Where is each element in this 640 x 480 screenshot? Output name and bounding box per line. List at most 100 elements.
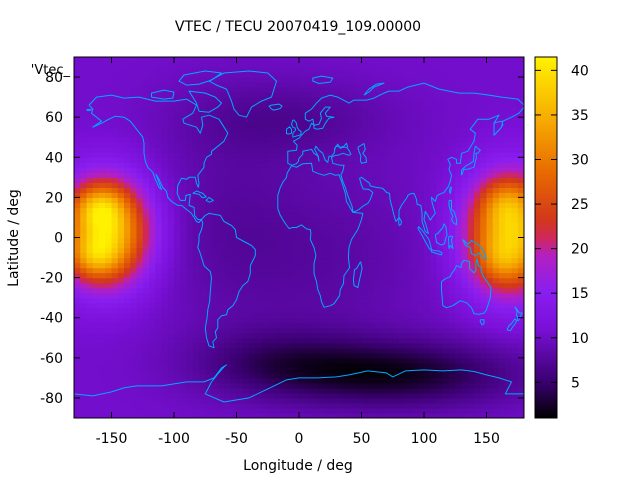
heatmap-cell bbox=[86, 272, 94, 279]
heatmap-cell bbox=[436, 212, 444, 219]
heatmap-cell bbox=[86, 197, 94, 203]
heatmap-cell bbox=[186, 252, 194, 259]
heatmap-cell bbox=[461, 207, 469, 214]
heatmap-cell bbox=[492, 197, 500, 203]
heatmap-cell bbox=[392, 222, 400, 229]
heatmap-cell bbox=[80, 352, 88, 359]
heatmap-cell bbox=[92, 162, 100, 168]
heatmap-cell bbox=[311, 357, 319, 364]
heatmap-cell bbox=[361, 132, 369, 138]
heatmap-cell bbox=[92, 357, 100, 364]
heatmap-cell bbox=[274, 262, 281, 269]
heatmap-cell bbox=[486, 257, 494, 264]
heatmap-cell bbox=[217, 77, 225, 83]
heatmap-cell bbox=[424, 357, 431, 364]
heatmap-cell bbox=[117, 237, 125, 244]
heatmap-cell bbox=[224, 177, 231, 183]
heatmap-cell bbox=[480, 287, 488, 294]
heatmap-cell bbox=[342, 257, 350, 264]
heatmap-cell bbox=[249, 242, 256, 249]
heatmap-cell bbox=[292, 402, 300, 409]
heatmap-cell bbox=[424, 157, 431, 163]
heatmap-cell bbox=[330, 287, 338, 294]
heatmap-cell bbox=[461, 352, 469, 359]
heatmap-cell bbox=[474, 162, 481, 168]
heatmap-cell bbox=[511, 132, 519, 138]
heatmap-cell bbox=[130, 132, 138, 138]
heatmap-cell bbox=[199, 337, 206, 344]
heatmap-cell bbox=[80, 162, 88, 168]
heatmap-cell bbox=[161, 162, 169, 168]
heatmap-cell bbox=[474, 397, 481, 404]
heatmap-cell bbox=[186, 302, 194, 309]
heatmap-cell bbox=[199, 112, 206, 118]
heatmap-cell bbox=[224, 287, 231, 294]
heatmap-cell bbox=[299, 82, 306, 88]
heatmap-cell bbox=[361, 267, 369, 274]
heatmap-cell bbox=[449, 142, 456, 148]
heatmap-cell bbox=[330, 387, 338, 394]
heatmap-cell bbox=[117, 322, 125, 329]
heatmap-cell bbox=[217, 407, 225, 414]
heatmap-cell bbox=[124, 382, 131, 389]
heatmap-cell bbox=[499, 207, 506, 214]
heatmap-cell bbox=[467, 167, 475, 173]
heatmap-cell bbox=[211, 257, 219, 264]
heatmap-cell bbox=[455, 102, 463, 108]
heatmap-cell bbox=[174, 172, 181, 178]
heatmap-cell bbox=[430, 77, 438, 83]
heatmap-cell bbox=[261, 397, 269, 404]
heatmap-cell bbox=[92, 202, 100, 209]
heatmap-cell bbox=[467, 187, 475, 193]
heatmap-cell bbox=[424, 312, 431, 319]
heatmap-cell bbox=[511, 227, 519, 234]
heatmap-cell bbox=[361, 197, 369, 203]
heatmap-cell bbox=[430, 317, 438, 324]
heatmap-cell bbox=[386, 97, 394, 103]
heatmap-cell bbox=[305, 187, 313, 193]
heatmap-cell bbox=[330, 257, 338, 264]
heatmap-cell bbox=[186, 242, 194, 249]
heatmap-cell bbox=[455, 367, 463, 374]
heatmap-cell bbox=[367, 397, 375, 404]
heatmap-cell bbox=[180, 322, 188, 329]
heatmap-cell bbox=[149, 262, 156, 269]
heatmap-cell bbox=[486, 397, 494, 404]
heatmap-cell bbox=[205, 232, 213, 239]
heatmap-cell bbox=[286, 137, 294, 143]
heatmap-cell bbox=[142, 87, 150, 93]
heatmap-cell bbox=[211, 127, 219, 133]
heatmap-cell bbox=[405, 377, 413, 384]
heatmap-cell bbox=[474, 107, 481, 113]
heatmap-cell bbox=[230, 107, 238, 113]
heatmap-cell bbox=[230, 342, 238, 349]
heatmap-cell bbox=[274, 307, 281, 314]
heatmap-cell bbox=[80, 317, 88, 324]
heatmap-cell bbox=[455, 162, 463, 168]
heatmap-cell bbox=[342, 317, 350, 324]
heatmap-cell bbox=[380, 232, 388, 239]
heatmap-cell bbox=[436, 397, 444, 404]
heatmap-cell bbox=[355, 182, 363, 188]
heatmap-cell bbox=[142, 282, 150, 289]
heatmap-cell bbox=[442, 277, 450, 284]
heatmap-cell bbox=[305, 207, 313, 214]
heatmap-cell bbox=[367, 132, 375, 138]
heatmap-cell bbox=[180, 92, 188, 98]
heatmap-cell bbox=[224, 137, 231, 143]
heatmap-cell bbox=[317, 177, 325, 183]
heatmap-cell bbox=[86, 347, 94, 354]
heatmap-cell bbox=[492, 337, 500, 344]
heatmap-cell bbox=[424, 317, 431, 324]
heatmap-cell bbox=[499, 262, 506, 269]
heatmap-cell bbox=[305, 167, 313, 173]
heatmap-cell bbox=[242, 187, 250, 193]
heatmap-cell bbox=[92, 172, 100, 178]
heatmap-cell bbox=[149, 182, 156, 188]
heatmap-cell bbox=[274, 232, 281, 239]
heatmap-cell bbox=[292, 242, 300, 249]
heatmap-cell bbox=[186, 77, 194, 83]
heatmap-cell bbox=[124, 187, 131, 193]
heatmap-cell bbox=[505, 297, 513, 304]
heatmap-cell bbox=[424, 192, 431, 198]
